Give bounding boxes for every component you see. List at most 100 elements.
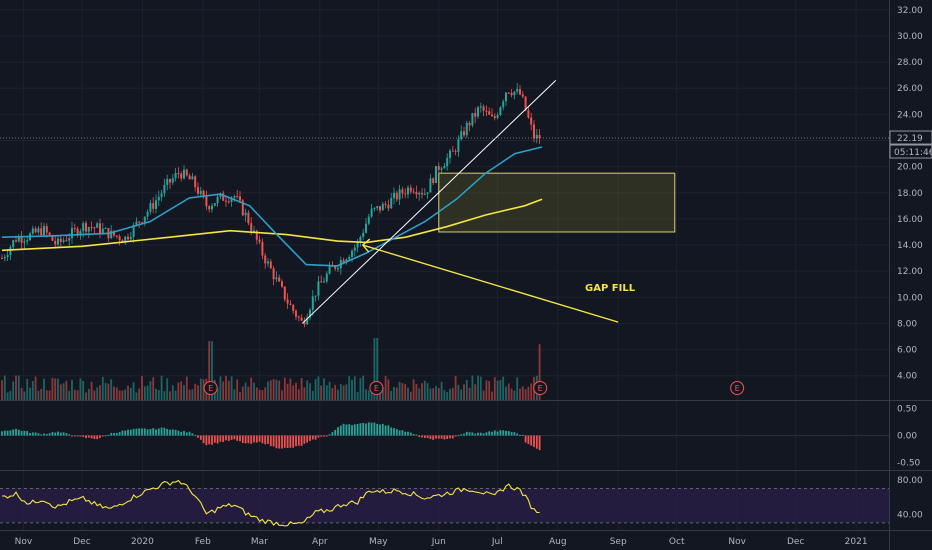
volume-bar	[26, 378, 29, 400]
macd-bar	[493, 430, 496, 436]
candle-body	[323, 281, 325, 283]
macd-bar	[384, 425, 387, 436]
volume-bar	[359, 378, 362, 400]
volume-bar	[297, 389, 300, 400]
macd-bar	[99, 435, 101, 438]
volume-bar	[230, 376, 233, 400]
candle-body	[281, 281, 283, 287]
macd-bar	[320, 435, 323, 437]
volume-bar	[37, 390, 40, 400]
candle-body	[292, 305, 295, 311]
candle-body	[345, 259, 348, 263]
volume-bar	[73, 389, 76, 400]
macd-bar	[345, 424, 348, 436]
volume-bar	[127, 385, 129, 400]
candle-body	[12, 240, 15, 248]
candle-body	[510, 92, 513, 96]
volume-bar	[477, 375, 479, 400]
macd-bar	[258, 435, 261, 442]
macd-bar	[342, 423, 345, 436]
volume-bar	[76, 390, 79, 400]
candle-body	[90, 227, 93, 229]
candle-body	[390, 198, 393, 209]
volume-bar	[6, 392, 9, 400]
price-axis-label: 16.00	[897, 215, 923, 225]
volume-bar	[367, 390, 370, 400]
candle-body	[373, 207, 376, 209]
price-axis-label: 4.00	[897, 372, 917, 382]
candle-body	[48, 232, 51, 236]
candle-body	[213, 203, 216, 206]
macd-bar	[264, 435, 267, 445]
candle-body	[325, 273, 328, 282]
candle-body	[533, 124, 535, 139]
macd-bar	[351, 425, 353, 436]
candle-body	[309, 309, 311, 318]
candle-body	[127, 236, 129, 240]
volume-bar	[460, 389, 463, 400]
candle-body	[129, 236, 132, 240]
candle-body	[216, 196, 219, 204]
earnings-marker-label: E	[538, 384, 543, 393]
candle-body	[502, 101, 505, 108]
macd-bar	[15, 428, 17, 436]
candle-body	[197, 187, 199, 194]
macd-bar	[85, 435, 87, 439]
candle-body	[275, 277, 278, 280]
candle-body	[51, 235, 54, 241]
volume-bar	[281, 390, 283, 400]
macd-bar	[530, 435, 533, 446]
macd-bar	[353, 424, 356, 436]
volume-bar	[454, 375, 457, 400]
macd-bar	[460, 434, 463, 436]
candle-body	[423, 193, 426, 195]
volume-bar	[423, 380, 426, 400]
volume-bar	[306, 380, 309, 400]
volume-bar	[194, 383, 197, 400]
candle-body	[135, 221, 138, 225]
volume-bar	[90, 381, 93, 400]
volume-bar	[152, 377, 155, 400]
volume-bar	[404, 384, 407, 400]
macd-bar	[468, 432, 471, 436]
candle-body	[104, 228, 107, 230]
candle-body	[348, 256, 351, 260]
macd-bar	[334, 429, 337, 436]
candle-body	[183, 169, 185, 179]
candle-body	[432, 178, 435, 184]
time-axis-label: Aug	[549, 537, 567, 547]
volume-bar	[334, 384, 337, 400]
macd-bar	[409, 432, 412, 436]
macd-bar	[157, 428, 160, 436]
macd-bar	[485, 432, 488, 436]
macd-bar	[516, 433, 519, 436]
macd-bar	[373, 422, 376, 436]
volume-bar	[432, 388, 435, 400]
volume-bar	[471, 375, 474, 400]
macd-bar	[68, 434, 71, 436]
macd-bar	[51, 432, 54, 436]
macd-bar	[376, 423, 379, 436]
volume-bar	[395, 387, 398, 400]
macd-bar	[415, 434, 418, 436]
volume-bar	[113, 386, 115, 400]
volume-bar	[216, 387, 219, 400]
candle-body	[337, 268, 339, 270]
volume-bar	[418, 388, 421, 400]
macd-bar	[65, 433, 68, 436]
volume-bar	[443, 390, 446, 400]
volume-bar	[169, 391, 171, 400]
macd-bar	[421, 435, 423, 438]
volume-bar	[65, 380, 68, 400]
volume-bar	[323, 378, 325, 400]
price-axis-label: 18.00	[897, 189, 923, 199]
candle-body	[359, 237, 362, 242]
price-axis-label: 32.00	[897, 6, 923, 16]
volume-bar	[225, 375, 227, 400]
macd-bar	[71, 435, 73, 437]
candle-body	[236, 196, 239, 198]
candle-body	[96, 223, 99, 228]
time-axis-label: Dec	[73, 537, 90, 547]
volume-bar	[93, 390, 96, 400]
